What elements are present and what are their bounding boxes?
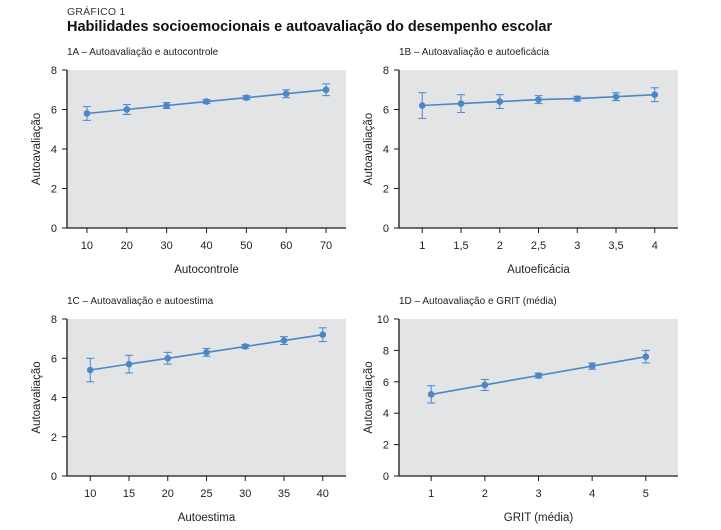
data-point [123, 106, 131, 113]
data-point [322, 86, 330, 94]
y-tick-label: 0 [51, 223, 57, 235]
x-tick-label: 3,5 [608, 240, 623, 252]
y-tick-label: 6 [383, 105, 389, 117]
y-tick-label: 6 [51, 105, 57, 117]
y-tick-label: 0 [383, 471, 389, 483]
x-tick-label: 30 [161, 240, 173, 252]
y-tick-label: 8 [383, 65, 389, 77]
data-point [481, 381, 489, 389]
x-axis-label: Autocontrole [174, 264, 239, 276]
plot-background [67, 319, 346, 476]
x-tick-label: 10 [81, 240, 93, 252]
data-point [164, 354, 172, 362]
x-tick-label: 15 [123, 488, 135, 500]
x-tick-label: 3 [574, 240, 580, 252]
chart-subtitle: 1A – Autoavaliação e autocontrole [67, 47, 219, 58]
chart-subtitle: 1B – Autoavaliação e autoeficácia [399, 47, 550, 58]
data-point [83, 110, 91, 117]
figure-header: GRÁFICO 1 Habilidades socioemocionais e … [67, 6, 552, 35]
x-tick-label: 10 [84, 488, 96, 500]
y-tick-label: 0 [383, 223, 389, 235]
x-tick-label: 5 [643, 488, 649, 500]
data-point [588, 362, 596, 370]
data-point [282, 90, 290, 97]
x-axis-label: Autoeficácia [507, 264, 570, 276]
x-tick-label: 4 [589, 488, 595, 500]
data-point [427, 391, 435, 398]
y-tick-label: 4 [383, 144, 389, 156]
x-axis-label: GRIT (média) [504, 512, 574, 524]
y-tick-label: 8 [383, 345, 389, 357]
x-tick-label: 1 [419, 240, 425, 252]
chart-subtitle: 1D – Autoavaliação e GRIT (média) [399, 296, 557, 307]
chart-panel-2: 1B – Autoavaliação e autoeficácia 0 2 4 6 8 1 1… [363, 47, 678, 276]
y-tick-label: 0 [51, 471, 57, 483]
data-point [651, 91, 659, 98]
data-point [457, 100, 465, 107]
x-tick-label: 30 [239, 488, 251, 500]
plot-background [67, 70, 346, 228]
chart-panel-3: 1C – Autoavaliação e autoestima 0 2 4 6 8 10 15… [31, 296, 346, 524]
y-tick-label: 8 [51, 65, 57, 77]
y-tick-label: 2 [383, 184, 389, 196]
data-point [280, 337, 288, 344]
data-point [243, 94, 250, 101]
x-tick-label: 70 [320, 240, 332, 252]
chart-panel-1: 1A – Autoavaliação e autocontrole 0 2 4 6 8 10… [31, 47, 346, 276]
y-axis-label: Autoavaliação [31, 361, 43, 433]
chart-subtitle: 1C – Autoavaliação e autoestima [67, 296, 214, 307]
data-point [203, 349, 210, 356]
data-point [612, 93, 620, 100]
chart-panel-4: 1D – Autoavaliação e GRIT (média) 0 2 4 6 8 10… [363, 296, 678, 524]
y-tick-label: 8 [51, 314, 57, 326]
plot-background [399, 70, 678, 228]
data-point [241, 343, 249, 350]
data-point [125, 360, 133, 368]
data-point [535, 372, 542, 379]
x-tick-label: 35 [278, 488, 290, 500]
data-point [86, 366, 94, 374]
figure-eyebrow: GRÁFICO 1 [67, 6, 126, 18]
y-tick-label: 2 [383, 440, 389, 452]
data-point [319, 331, 327, 339]
data-point [642, 353, 650, 360]
data-point [203, 98, 210, 105]
x-tick-label: 40 [200, 240, 212, 252]
x-tick-label: 4 [652, 240, 658, 252]
data-point [418, 102, 426, 109]
y-tick-label: 6 [383, 377, 389, 389]
figure-title: Habilidades socioemocionais e autoavalia… [67, 19, 553, 35]
x-tick-label: 20 [162, 488, 174, 500]
x-tick-label: 2 [482, 488, 488, 500]
x-tick-label: 3 [535, 488, 541, 500]
y-tick-label: 6 [51, 353, 57, 365]
data-point [535, 96, 542, 103]
y-tick-label: 4 [51, 144, 57, 156]
y-axis-label: Autoavaliação [363, 361, 375, 433]
x-tick-label: 1,5 [453, 240, 468, 252]
y-tick-label: 4 [51, 393, 57, 405]
y-axis-label: Autoavaliação [363, 113, 375, 185]
x-tick-label: 50 [240, 240, 252, 252]
x-tick-label: 60 [280, 240, 292, 252]
x-tick-label: 1 [428, 488, 434, 500]
y-tick-label: 2 [51, 184, 57, 196]
y-tick-label: 2 [51, 432, 57, 444]
x-tick-label: 2,5 [531, 240, 546, 252]
x-tick-label: 2 [497, 240, 503, 252]
data-point [573, 95, 581, 102]
x-tick-label: 25 [200, 488, 212, 500]
y-tick-label: 4 [383, 408, 389, 420]
data-point [496, 98, 504, 105]
data-point [163, 102, 170, 109]
x-axis-label: Autoestima [178, 512, 236, 524]
y-tick-label: 10 [377, 314, 389, 326]
x-tick-label: 40 [317, 488, 329, 500]
y-axis-label: Autoavaliação [31, 113, 43, 185]
plot-background [399, 319, 678, 476]
x-tick-label: 20 [121, 240, 133, 252]
